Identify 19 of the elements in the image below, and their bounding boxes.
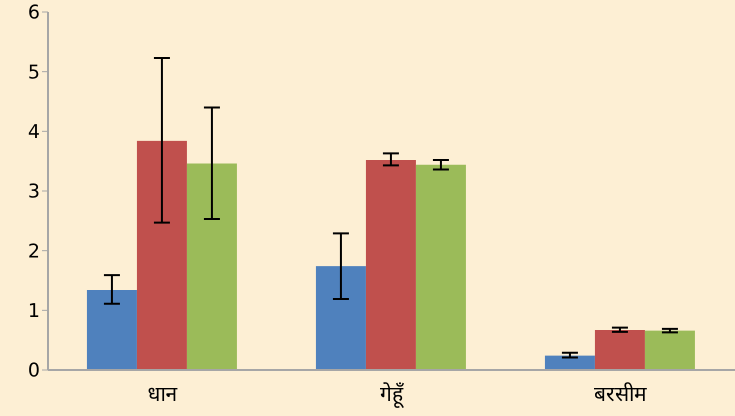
y-tick-label: 5 [28, 61, 40, 84]
bar [594, 330, 645, 370]
x-tick-label: धान [148, 382, 178, 406]
bar [366, 160, 416, 370]
bar [136, 140, 187, 370]
y-tick-label: 0 [28, 360, 40, 382]
y-tick-label: 1 [28, 300, 40, 322]
bar [186, 164, 237, 370]
bar [316, 266, 366, 370]
y-tick-label: 4 [28, 121, 40, 144]
bar [416, 164, 466, 370]
bar [644, 330, 695, 370]
y-tick-label: 2 [28, 240, 40, 262]
x-tick-label: बरसीम [594, 382, 647, 406]
bar [544, 356, 595, 370]
y-tick-label: 3 [28, 180, 40, 203]
y-tick-label: 6 [28, 2, 40, 24]
x-tick-label: गेहूँ [380, 382, 404, 409]
bar [86, 290, 137, 370]
